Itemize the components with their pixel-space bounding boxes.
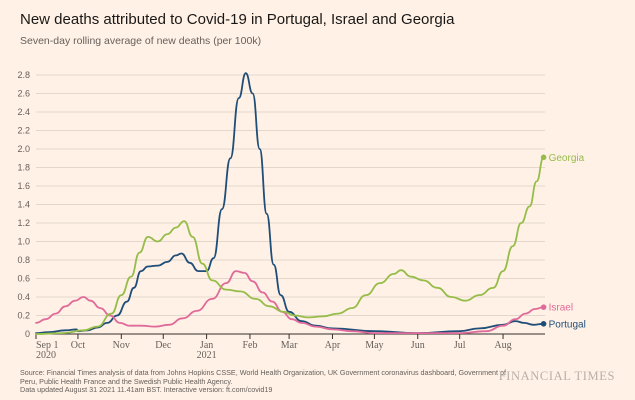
x-tick-label: Mar: [281, 340, 298, 351]
x-tick-label: Nov: [113, 340, 130, 351]
y-tick-label: 0.8: [17, 255, 30, 265]
x-tick-label: Jul: [454, 340, 466, 351]
israel-series-label: Israel: [549, 303, 573, 314]
source-line: Peru, Public Health France and the Swedi…: [20, 376, 233, 386]
georgia-end-marker: [540, 154, 547, 161]
source-note: Source: Financial Times analysis of data…: [20, 368, 507, 395]
x-tick-year-label: 2021: [197, 350, 217, 361]
x-tick-label: Feb: [242, 340, 257, 351]
y-tick-label: 0.4: [17, 292, 30, 302]
y-tick-label: 0.2: [17, 311, 30, 321]
ft-logo: FINANCIAL TIMES: [498, 369, 615, 383]
y-tick-label: 2.4: [17, 107, 30, 117]
x-tick-label: Apr: [325, 340, 341, 351]
y-tick-label: 1.2: [17, 218, 30, 228]
source-line: Data updated August 31 2021 11.41am BST.…: [20, 385, 273, 395]
x-tick-label: May: [365, 340, 383, 351]
portugal-end-marker: [540, 321, 547, 327]
x-tick-label: Sep 1: [36, 340, 59, 351]
y-tick-label: 1.0: [17, 237, 30, 247]
x-tick-label: Aug: [494, 340, 511, 351]
source-line: Source: Financial Times analysis of data…: [20, 368, 507, 377]
x-tick-label: Jun: [411, 340, 425, 351]
y-tick-label: 2.2: [17, 126, 30, 136]
x-tick-year-label: 2020: [36, 350, 56, 361]
y-tick-label: 0.6: [17, 274, 30, 284]
portugal-series-label: Portugal: [549, 319, 586, 330]
y-tick-label: 2.6: [17, 89, 30, 99]
x-tick-label: Dec: [155, 340, 172, 351]
y-tick-label: 1.8: [17, 163, 30, 173]
chart-title: New deaths attributed to Covid-19 in Por…: [20, 11, 455, 28]
y-tick-label: 2.0: [17, 144, 30, 154]
israel-line: [35, 270, 545, 334]
georgia-line: [35, 156, 545, 335]
y-tick-label: 0: [25, 329, 30, 339]
y-tick-label: 1.4: [17, 200, 30, 210]
georgia-series-label: Georgia: [549, 153, 585, 164]
y-tick-label: 1.6: [17, 181, 30, 191]
x-tick-label: Jan: [200, 340, 213, 351]
israel-end-marker: [540, 304, 547, 310]
x-tick-label: Oct: [71, 340, 86, 351]
chart-subtitle: Seven-day rolling average of new deaths …: [20, 35, 262, 47]
y-tick-label: 2.8: [17, 70, 30, 80]
